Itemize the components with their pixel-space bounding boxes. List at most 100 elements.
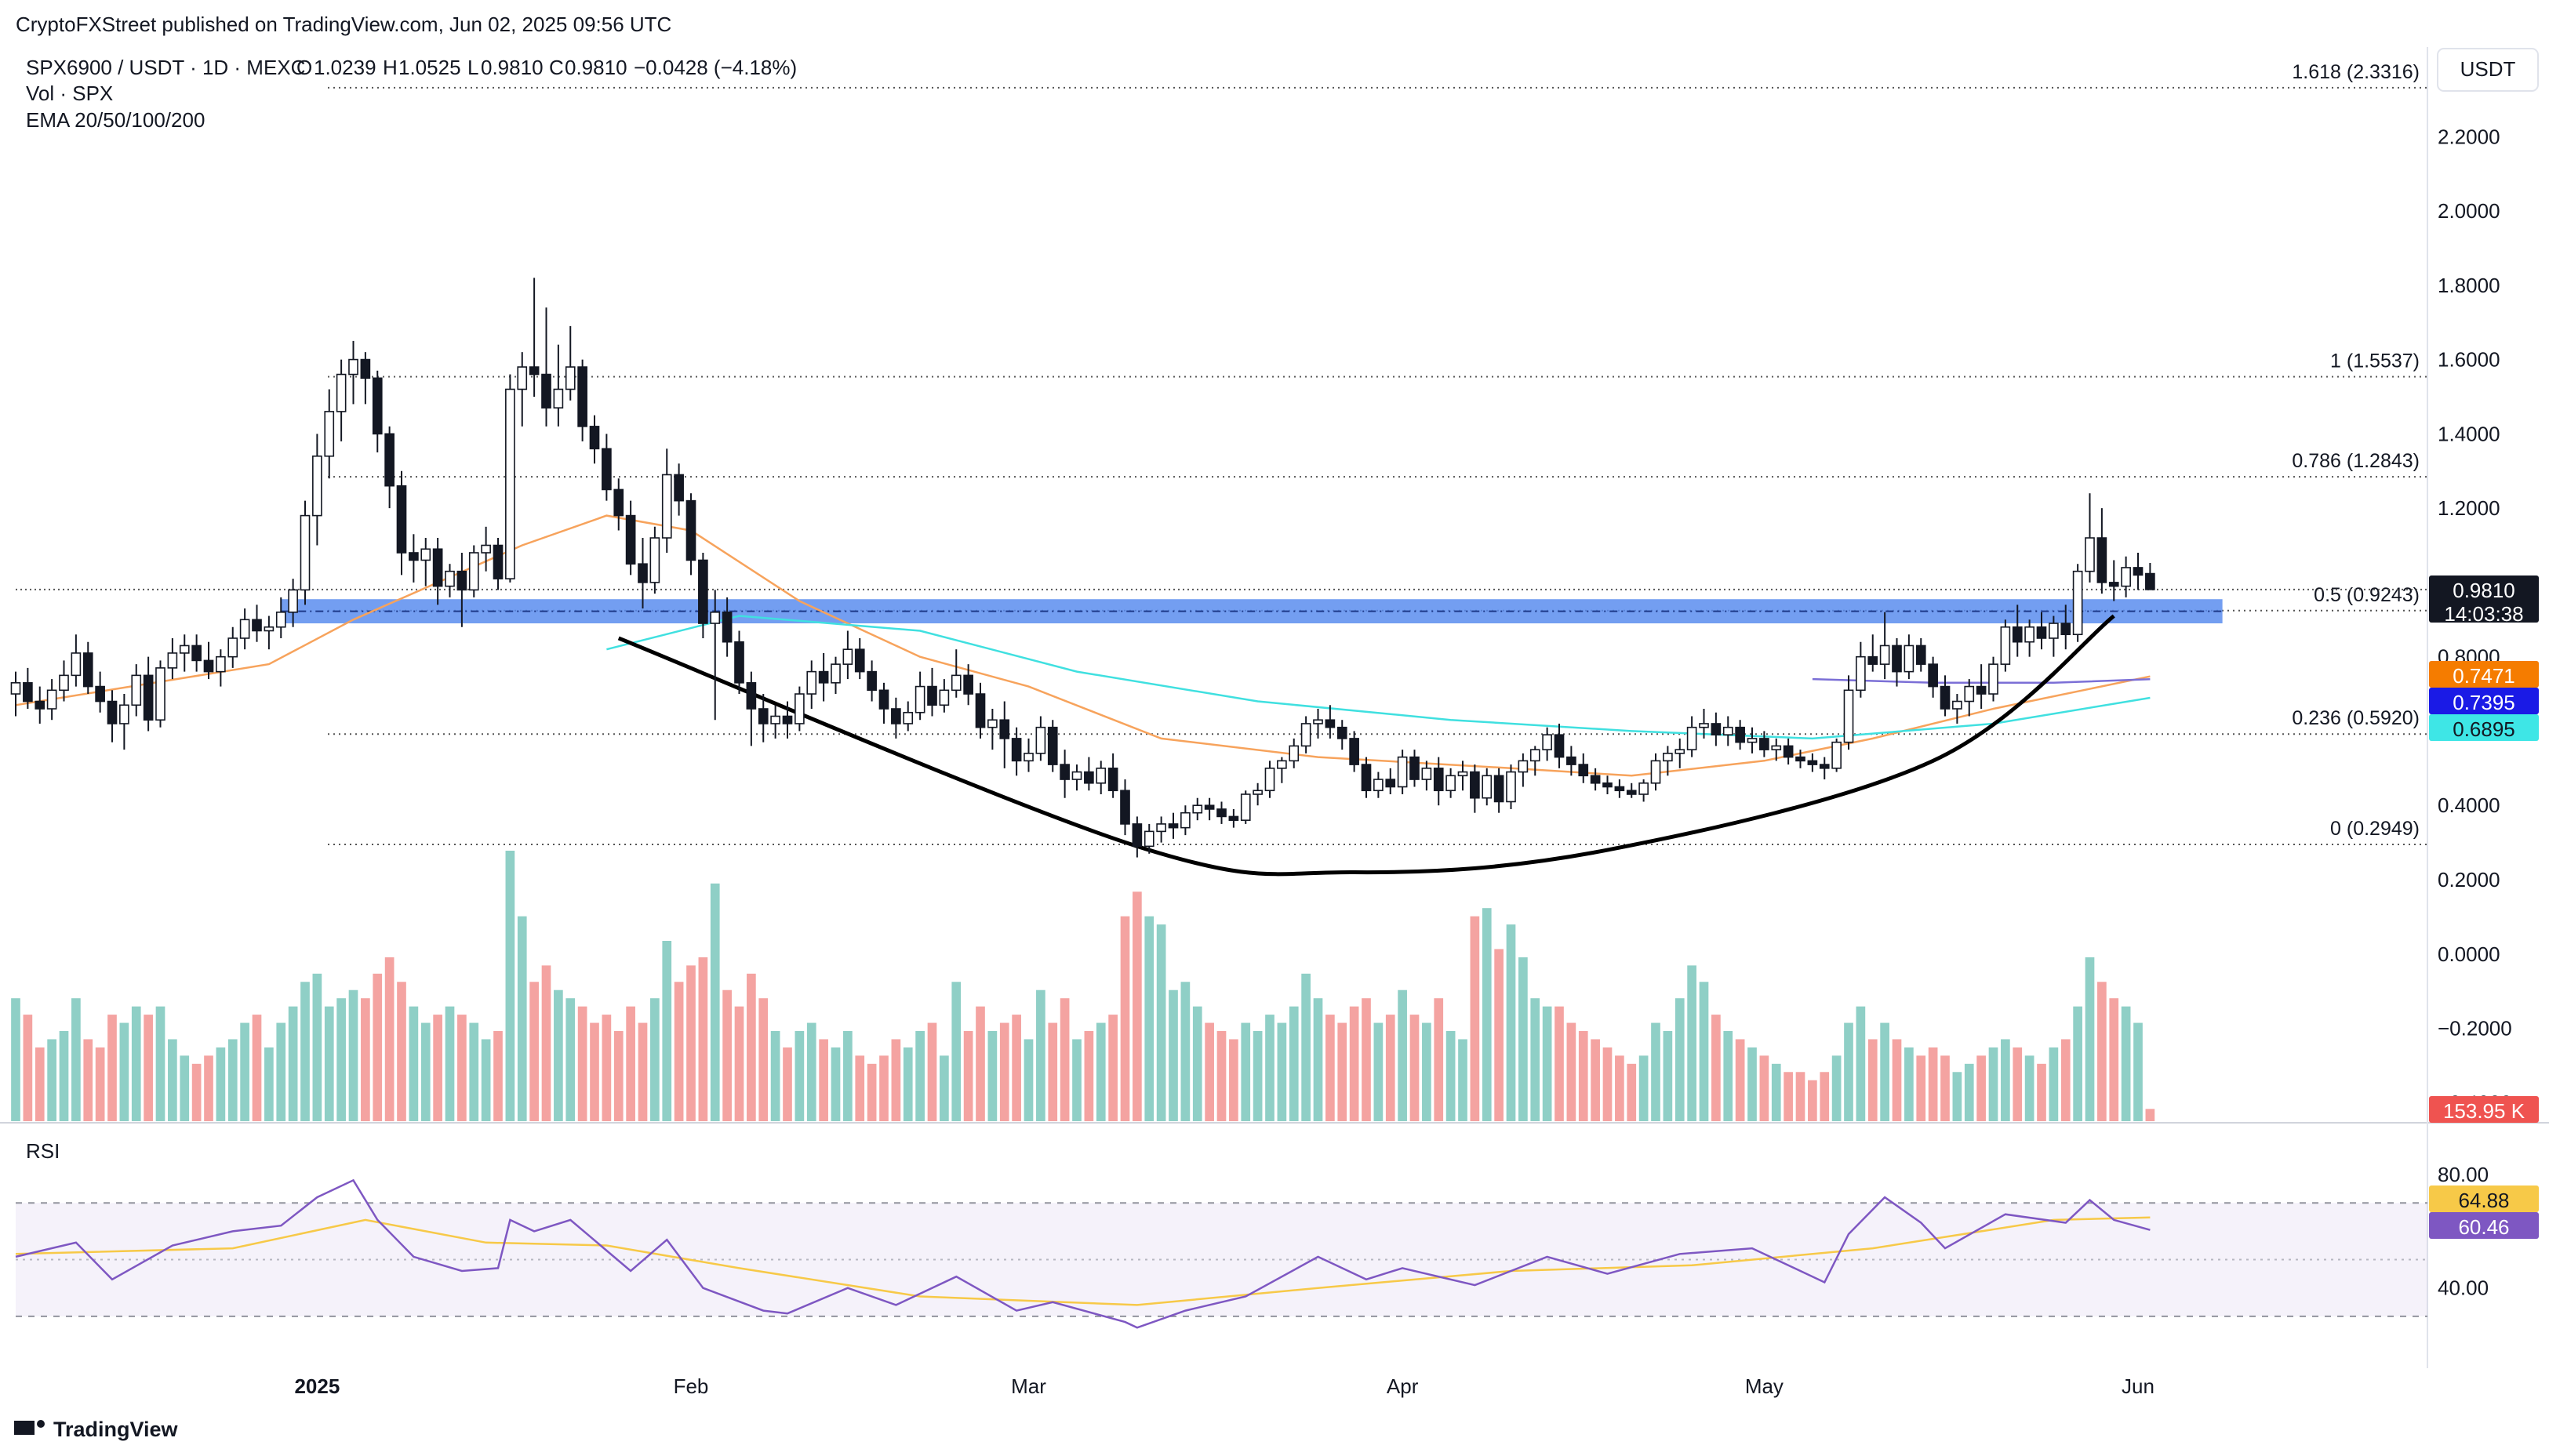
volume-bar [373, 973, 383, 1121]
candle-body [1614, 786, 1625, 792]
candle [602, 434, 612, 501]
volume-bar [1398, 989, 1407, 1121]
candle [1253, 782, 1263, 806]
ema-blue-badge-bg [2429, 688, 2539, 714]
volume-bar [806, 1022, 816, 1121]
candle-body [831, 663, 841, 684]
volume-bar [1856, 1006, 1866, 1121]
candle [23, 667, 33, 710]
time-tick: Feb [674, 1374, 709, 1398]
volume-bar [1012, 1015, 1021, 1121]
volume-bar [1482, 908, 1492, 1121]
candle-body [155, 667, 165, 721]
candle-body [999, 719, 1010, 739]
volume-legend[interactable]: Vol · SPX [26, 82, 113, 105]
candle-body [602, 448, 612, 491]
candle-body [227, 637, 238, 658]
volume-badge: 153.95 K [2443, 1099, 2525, 1123]
candle [1614, 779, 1625, 798]
candle [1518, 753, 1529, 787]
currency-button[interactable] [2437, 48, 2539, 92]
candle [1578, 753, 1589, 783]
candle [252, 605, 262, 642]
candle-body [1421, 768, 1432, 780]
volume-bar [144, 1015, 153, 1121]
candle-body [2096, 537, 2107, 583]
candle-body [1035, 726, 1046, 754]
candle [2121, 556, 2131, 597]
volume-bar [541, 965, 551, 1121]
volume-bar [2037, 1063, 2046, 1121]
candle-body [1204, 804, 1215, 810]
volume-bar [590, 1022, 599, 1121]
volume-bar [420, 1022, 431, 1121]
rsi-ma-line [15, 1216, 2151, 1306]
candle-body [1180, 812, 1191, 829]
time-tick: Jun [2122, 1374, 2154, 1398]
rsi-label[interactable]: RSI [26, 1139, 60, 1163]
candle [1771, 738, 1782, 761]
candle-body [1024, 753, 1034, 762]
candle [1325, 705, 1336, 739]
candle-body [312, 455, 322, 517]
candle-body [336, 373, 347, 412]
candle [95, 671, 105, 713]
volume-bar [1964, 1063, 1974, 1121]
price-tick: 1.8000 [2438, 274, 2500, 297]
candle [878, 682, 889, 724]
candle-body [1144, 830, 1155, 848]
volume-bar [324, 1006, 334, 1121]
candle-body [1336, 726, 1347, 739]
candle-body [903, 711, 914, 724]
candle-body [275, 612, 286, 628]
volume-bar [1771, 1063, 1781, 1121]
volume-bar [963, 1031, 973, 1121]
candle [1795, 750, 1805, 768]
volume-bar [734, 1006, 744, 1121]
candle [1084, 757, 1094, 791]
volume-bar [1904, 1047, 1914, 1121]
volume-bar [35, 1047, 45, 1121]
volume-bar [1844, 1022, 1853, 1121]
candle [795, 686, 805, 732]
candle [300, 500, 311, 605]
candle [275, 597, 286, 638]
volume-bar [1313, 998, 1323, 1121]
volume-bar [95, 1047, 105, 1121]
candle-body [1313, 719, 1323, 724]
ema-legend[interactable]: EMA 20/50/100/200 [26, 108, 205, 132]
candle [963, 664, 973, 706]
candle [1879, 612, 1890, 680]
price-axis[interactable]: 2.20002.00001.80001.60001.40001.20000.80… [2438, 125, 2512, 1299]
candle [143, 656, 154, 732]
candle [1831, 738, 1842, 772]
candle-body [1674, 749, 1685, 754]
symbol-line[interactable]: SPX6900 / USDT · 1D · MEXC [26, 56, 305, 79]
volume-bar [1084, 1031, 1094, 1121]
fib-level-label: 0.786 (1.2843) [2292, 450, 2420, 472]
candle-body [1253, 790, 1263, 795]
candle [505, 374, 515, 583]
volume-bar [180, 1055, 190, 1121]
candle-body [541, 373, 551, 408]
candle [1747, 727, 1758, 753]
volume-bar [686, 965, 696, 1121]
candle-body [975, 693, 986, 728]
time-axis[interactable]: 2025 Feb Mar Apr May Jun [294, 1374, 2154, 1398]
candle-body [939, 689, 950, 706]
volume-bar [638, 1022, 648, 1121]
candle [553, 344, 564, 427]
candle [1409, 750, 1420, 787]
candle-body [878, 689, 889, 710]
candle-body [2108, 582, 2119, 587]
candle-body [1529, 749, 1540, 762]
candle-body [167, 652, 178, 669]
ema-line [606, 615, 2151, 740]
candle-body [1120, 790, 1130, 825]
candle-body [2024, 626, 2034, 643]
volume-bar [565, 998, 576, 1121]
price-tick: 2.2000 [2438, 125, 2500, 148]
volume-bar [951, 982, 962, 1121]
volume-bar [1036, 989, 1045, 1121]
